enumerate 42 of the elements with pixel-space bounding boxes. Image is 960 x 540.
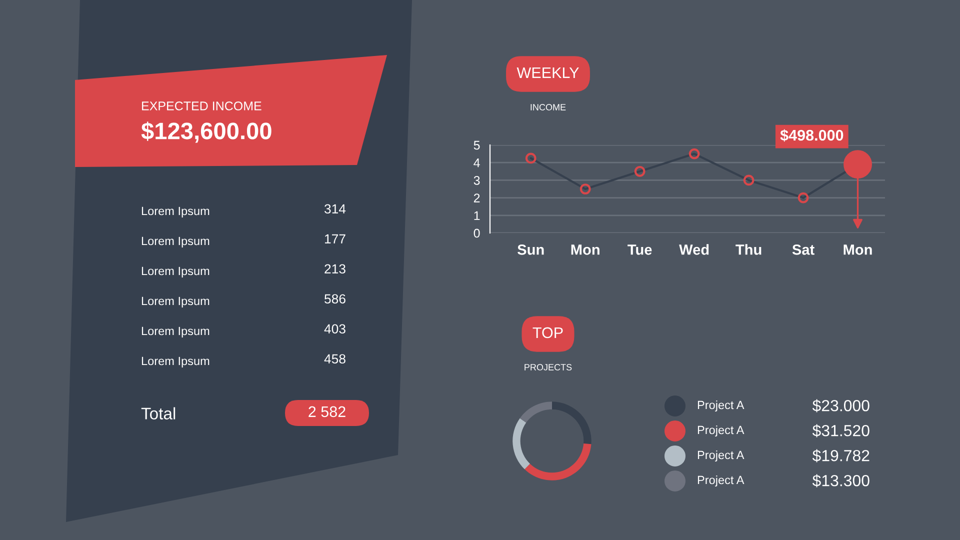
data-label: $13.300 bbox=[812, 474, 870, 488]
chart-subtitle: INCOME bbox=[530, 104, 566, 110]
x-tick-label: Tue bbox=[628, 244, 652, 255]
y-tick-label: 2 bbox=[474, 194, 480, 202]
y-tick-label: 3 bbox=[474, 176, 480, 185]
category-label: Lorem Ipsum bbox=[142, 356, 210, 368]
data-label: 177 bbox=[324, 234, 346, 244]
data-label: 586 bbox=[324, 294, 346, 304]
y-tick-label: 5 bbox=[474, 140, 480, 150]
data-label: 213 bbox=[324, 264, 346, 274]
data-label: 458 bbox=[324, 354, 346, 364]
legend-label: Project A bbox=[698, 475, 744, 487]
chart-title: WEEKLY bbox=[516, 67, 579, 78]
text: EXPECTED INCOME bbox=[142, 102, 262, 110]
x-tick-label: Mon bbox=[571, 244, 600, 255]
y-tick-label: 1 bbox=[474, 211, 480, 220]
x-tick-label: Wed bbox=[679, 244, 709, 255]
x-tick-label: Thu bbox=[736, 244, 762, 255]
y-tick-label: 0 bbox=[474, 228, 480, 238]
legend-label: Project A bbox=[698, 400, 744, 412]
data-label: $19.782 bbox=[812, 449, 870, 462]
category-label: Lorem Ipsum bbox=[142, 326, 210, 338]
legend-label: Project A bbox=[698, 450, 744, 462]
legend-label: Project A bbox=[698, 425, 744, 437]
chart-subtitle: PROJECTS bbox=[524, 364, 572, 370]
category-label: Lorem Ipsum bbox=[142, 206, 210, 218]
category-label: Lorem Ipsum bbox=[142, 236, 210, 248]
text: $498.000 bbox=[780, 129, 844, 142]
x-tick-label: Sat bbox=[792, 244, 814, 255]
text: $123,600.00 bbox=[141, 122, 272, 143]
y-tick-label: 4 bbox=[474, 158, 480, 168]
text: Total bbox=[141, 407, 176, 420]
data-label: 314 bbox=[324, 204, 346, 214]
chart-title: TOP bbox=[532, 327, 563, 338]
text: 2 582 bbox=[308, 406, 346, 418]
data-label: $31.520 bbox=[812, 424, 870, 438]
x-tick-label: Mon bbox=[844, 244, 872, 255]
category-label: Lorem Ipsum bbox=[142, 266, 210, 278]
data-label: 403 bbox=[324, 324, 346, 334]
data-label: $23.000 bbox=[812, 399, 870, 412]
x-tick-label: Sun bbox=[518, 244, 544, 255]
category-label: Lorem Ipsum bbox=[142, 296, 210, 308]
